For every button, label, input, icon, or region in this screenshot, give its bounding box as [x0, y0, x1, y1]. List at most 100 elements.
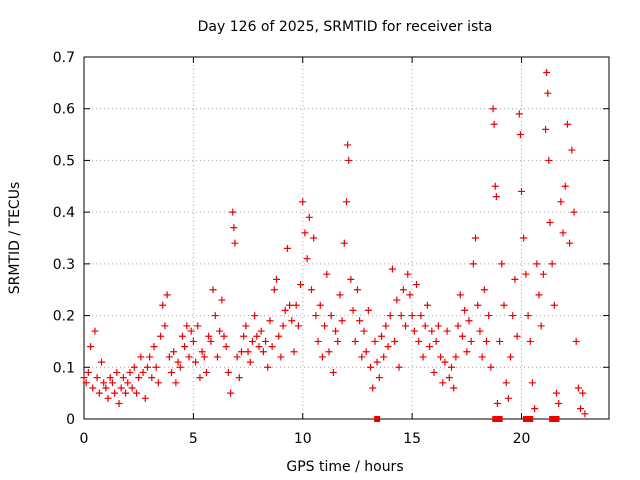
- data-point: [581, 410, 589, 418]
- data-point: [329, 368, 337, 376]
- data-point: [507, 353, 515, 361]
- data-point: [170, 348, 178, 356]
- data-point: [399, 286, 407, 294]
- data-point: [154, 379, 162, 387]
- data-point: [246, 358, 254, 366]
- data-point: [478, 353, 486, 361]
- data-point: [360, 327, 368, 335]
- data-point: [146, 353, 154, 361]
- data-point: [308, 286, 315, 294]
- data-point: [229, 208, 237, 216]
- data-point: [205, 332, 213, 340]
- chart-title: Day 126 of 2025, SRMTID for receiver ist…: [198, 19, 493, 35]
- data-point: [270, 286, 278, 294]
- data-point: [207, 337, 215, 345]
- data-point: [513, 332, 521, 340]
- data-point: [367, 363, 375, 371]
- data-point: [95, 389, 103, 397]
- y-tick-label: 0.6: [53, 102, 75, 118]
- data-point: [297, 281, 305, 289]
- data-point: [248, 337, 256, 345]
- data-point: [533, 260, 541, 268]
- data-point: [277, 353, 285, 361]
- data-point: [343, 198, 350, 206]
- data-point: [117, 384, 125, 392]
- data-point: [122, 389, 130, 397]
- data-point: [80, 374, 88, 382]
- data-point: [492, 193, 500, 201]
- data-point: [312, 312, 320, 320]
- data-point: [299, 198, 307, 206]
- data-point: [91, 327, 99, 335]
- data-point: [509, 312, 517, 320]
- data-point: [316, 301, 324, 309]
- data-point: [292, 301, 300, 309]
- data-point: [305, 213, 313, 221]
- data-point: [439, 379, 447, 387]
- data-point: [489, 105, 497, 113]
- data-point: [430, 368, 438, 376]
- data-point: [351, 337, 359, 345]
- data-point: [176, 363, 184, 371]
- data-point: [288, 317, 296, 325]
- data-point: [432, 337, 440, 345]
- data-point: [255, 343, 263, 351]
- data-point: [174, 358, 182, 366]
- data-point: [380, 353, 388, 361]
- data-point: [493, 399, 501, 407]
- data-point: [209, 286, 217, 294]
- data-point: [253, 332, 261, 340]
- data-point: [550, 301, 558, 309]
- data-point: [528, 379, 536, 387]
- data-point: [128, 384, 136, 392]
- data-point: [148, 374, 156, 382]
- data-point: [104, 394, 112, 402]
- data-point: [108, 379, 116, 387]
- x-tick-label: 5: [189, 431, 198, 447]
- data-point: [382, 322, 390, 330]
- data-point: [490, 120, 498, 128]
- data-point: [332, 327, 340, 335]
- data-point: [465, 317, 473, 325]
- data-point: [82, 379, 90, 387]
- data-point: [456, 291, 464, 299]
- data-point: [106, 374, 114, 382]
- data-point: [391, 337, 399, 345]
- data-point: [443, 327, 451, 335]
- data-point: [362, 348, 370, 356]
- data-point: [364, 306, 372, 314]
- data-point: [557, 198, 565, 206]
- data-point: [461, 306, 469, 314]
- x-tick-label: 10: [294, 431, 312, 447]
- data-point: [98, 358, 105, 366]
- data-point: [294, 322, 302, 330]
- grid: [84, 57, 609, 419]
- data-point: [259, 348, 267, 356]
- data-point: [561, 182, 569, 190]
- data-point: [388, 265, 396, 273]
- data-point: [404, 270, 412, 278]
- data-point: [303, 255, 311, 263]
- data-point: [93, 374, 101, 382]
- y-tick-label: 0.7: [53, 50, 75, 66]
- data-point: [353, 286, 361, 294]
- data-point: [450, 384, 458, 392]
- data-point: [327, 312, 335, 320]
- data-point: [511, 275, 519, 283]
- data-point: [483, 337, 490, 345]
- zero-marker: [527, 416, 534, 422]
- data-point: [230, 224, 238, 232]
- data-point: [168, 368, 175, 376]
- data-point: [378, 332, 385, 340]
- data-point: [553, 389, 560, 397]
- data-point: [227, 389, 235, 397]
- data-point: [185, 353, 193, 361]
- data-point: [213, 353, 221, 361]
- zero-marker: [553, 416, 560, 422]
- data-point: [498, 260, 506, 268]
- data-point: [273, 275, 280, 283]
- data-point: [87, 343, 95, 351]
- data-point: [161, 322, 169, 330]
- zero-marker: [522, 416, 529, 422]
